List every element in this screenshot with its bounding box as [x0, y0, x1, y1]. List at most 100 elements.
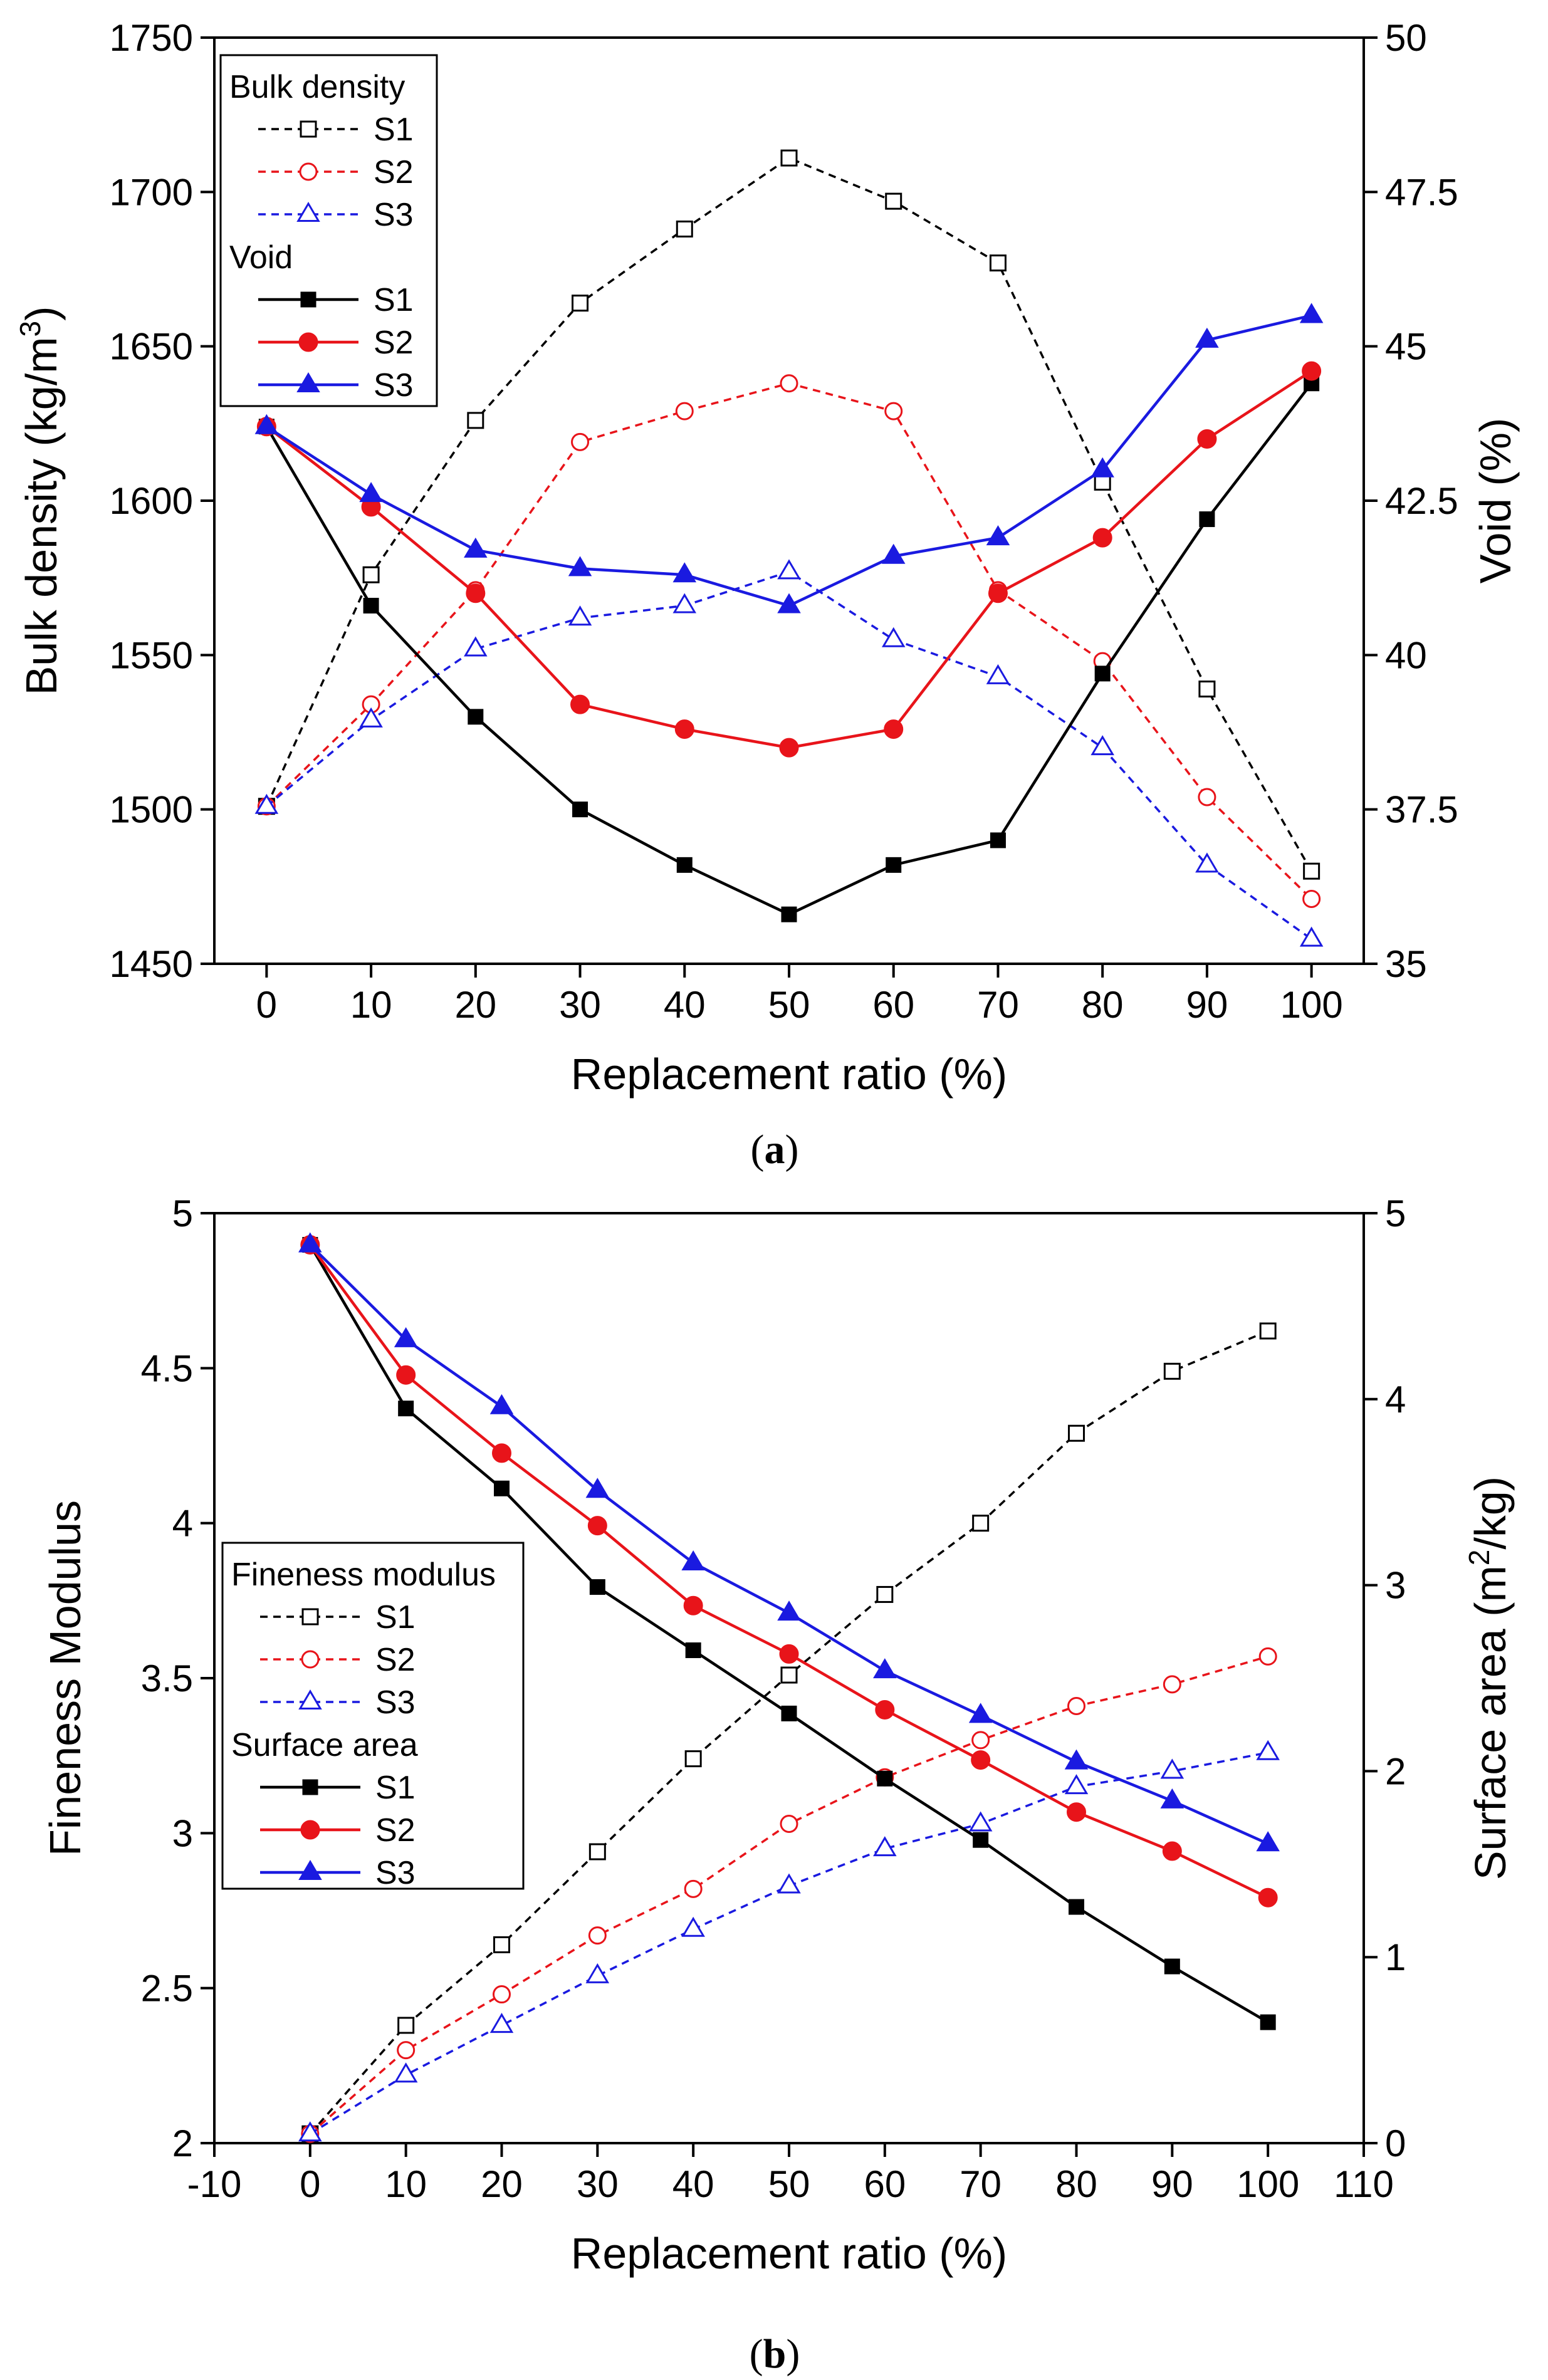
data-point [493, 1985, 511, 2004]
data-point [685, 1642, 701, 1658]
data-point [359, 482, 383, 503]
chart-panel-a: 0 10 20 30 40 50 60 70 80 90 100 1450 1500 1550 1600 16… [0, 0, 1548, 1178]
x-tick-label: 20 [481, 2163, 523, 2205]
series-surface-area-s3 [298, 1232, 1280, 1852]
data-point [676, 220, 693, 237]
legend: Fineness modulus S1 S2 S3 Surface area S1 S2 S3 [221, 1542, 525, 1891]
data-point [884, 402, 903, 420]
data-point [568, 556, 592, 577]
legend-label: S1 [375, 1599, 416, 1636]
caption-close: ) [786, 2331, 800, 2377]
x-tick-label: 20 [454, 984, 496, 1026]
caption-close: ) [785, 1127, 799, 1172]
data-point [779, 1644, 799, 1664]
data-point [1199, 511, 1215, 528]
x-tick-label: 30 [577, 2163, 619, 2205]
data-point [1195, 852, 1219, 873]
data-point [394, 1327, 418, 1347]
data-point [971, 1731, 990, 1750]
data-point [777, 559, 801, 580]
data-point [875, 1699, 895, 1720]
panel-caption: (a) [751, 1127, 799, 1172]
legend-group-title: Bulk density [229, 69, 405, 105]
legend-marker [298, 1860, 322, 1881]
legend-box [219, 54, 438, 407]
data-point [1160, 1788, 1185, 1808]
data-point [362, 566, 380, 583]
data-point [777, 1873, 801, 1894]
data-point [684, 1879, 703, 1898]
data-point [676, 857, 693, 873]
legend-label: S1 [374, 282, 414, 318]
y2-tick-label: 42.5 [1385, 480, 1458, 522]
y2-tick-label: 4 [1385, 1379, 1406, 1421]
data-point [492, 1443, 511, 1463]
data-point [494, 1480, 510, 1496]
x-axis-title: Replacement ratio (%) [571, 1050, 1007, 1099]
data-point [1303, 862, 1321, 880]
data-point [572, 295, 589, 312]
data-point [363, 598, 379, 614]
legend-label: S2 [375, 1812, 416, 1849]
panel-caption: (b) [750, 2331, 800, 2377]
data-point [1198, 681, 1216, 698]
y2-axis-title-sup: 2 [1463, 1550, 1495, 1566]
y-axis-title-suffix: ) [17, 306, 66, 321]
legend-marker [296, 372, 320, 393]
data-point [973, 1832, 989, 1848]
legend: Bulk density S1 S2 S3 Void S1 S2 S3 [219, 54, 438, 407]
data-point [873, 1836, 897, 1857]
data-point [464, 636, 488, 657]
y2-axis-title-suffix: /kg) [1466, 1476, 1515, 1550]
data-point [570, 694, 590, 714]
data-point [780, 1814, 798, 1833]
data-point [398, 1401, 414, 1417]
data-point [881, 543, 906, 564]
y-tick-label: 1500 [110, 789, 193, 831]
data-point [587, 1516, 607, 1536]
legend-marker [299, 162, 318, 181]
data-point [1260, 2014, 1276, 2030]
series-bulk-density-s2 [257, 374, 1321, 909]
data-point [972, 1515, 990, 1532]
y-tick-label: 2.5 [141, 1968, 193, 2010]
data-point [968, 1703, 993, 1723]
legend-marker [301, 1650, 320, 1669]
legend-box [221, 1542, 525, 1890]
y-tick-label: 2 [172, 2122, 193, 2164]
data-point [674, 719, 694, 739]
data-point [886, 857, 902, 873]
y-tick-label: 3 [172, 1812, 193, 1854]
data-point [986, 664, 1010, 684]
y-tick-label: 1600 [110, 480, 193, 522]
data-point [1299, 926, 1324, 947]
y-tick-label: 1550 [110, 634, 193, 676]
data-point [397, 2017, 415, 2034]
data-point [681, 1550, 705, 1571]
data-point [1259, 1322, 1277, 1340]
y2-axis-title-text: Surface area (m [1466, 1565, 1515, 1880]
x-tick-label: 10 [385, 2163, 427, 2205]
x-tick-label: 90 [1186, 984, 1228, 1026]
data-point [298, 1232, 322, 1253]
caption-letter: a [765, 1127, 785, 1172]
data-point [675, 402, 694, 420]
fineness-surface-area-chart: -10 0 10 20 30 40 50 60 70 80 90 100 11022.533.544.5… [41, 1193, 1515, 2377]
data-point [464, 537, 488, 558]
y-tick-label: 4.5 [141, 1347, 193, 1389]
bulk-density-void-chart: 0 10 20 30 40 50 60 70 80 90 100 1450 1500 1550 1600 16… [14, 17, 1520, 1172]
y2-tick-label: 1 [1385, 1936, 1406, 1978]
data-point [989, 254, 1007, 272]
caption-letter: b [763, 2331, 787, 2377]
legend-label: S3 [374, 197, 414, 233]
legend-label: S1 [374, 112, 414, 148]
y2-tick-label: 40 [1385, 634, 1427, 676]
chart-panel-b: -10 0 10 20 30 40 50 60 70 80 90 100 110 2 2.5 3 3.5 4 4.5… [0, 1178, 1548, 2380]
data-point [672, 593, 697, 613]
legend-label: S3 [375, 1855, 416, 1891]
y2-tick-label: 0 [1385, 2122, 1406, 2164]
x-tick-label: 40 [672, 2163, 714, 2205]
data-point [1256, 1831, 1280, 1852]
data-point [1064, 1749, 1089, 1770]
data-point [672, 562, 697, 583]
